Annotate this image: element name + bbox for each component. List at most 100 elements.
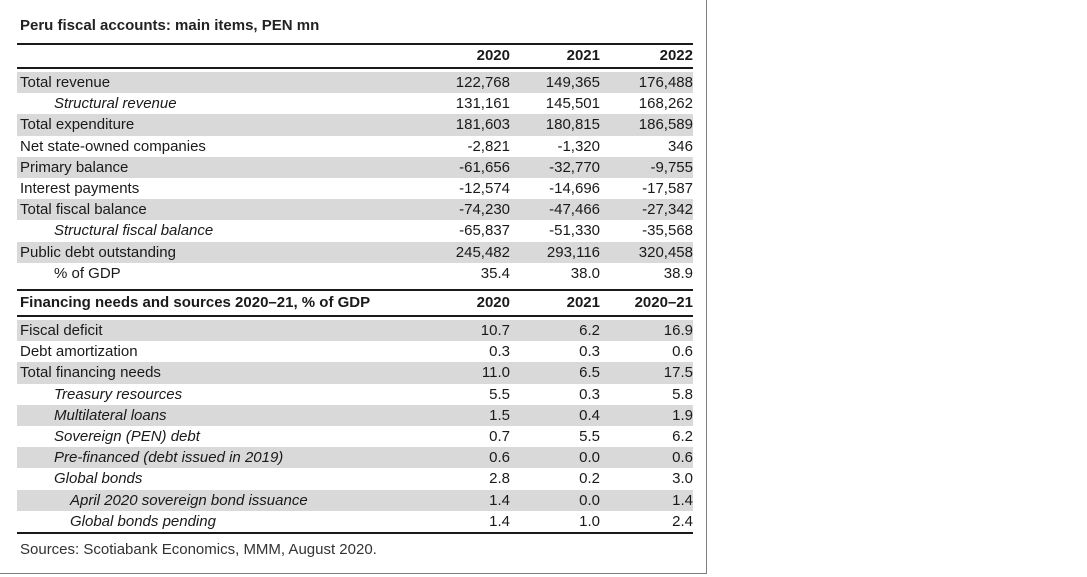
cell-value: 5.8 xyxy=(672,385,693,403)
cell-value: -12,574 xyxy=(459,180,510,198)
table-row: Total fiscal balance -74,230 -47,466 -27,34… xyxy=(17,199,693,221)
fiscal-accounts-table: 2020 2021 2022 Total revenue 122,768 149,3… xyxy=(17,43,693,284)
row-label: Debt amortization xyxy=(20,343,138,361)
cell-value: 0.4 xyxy=(510,404,600,426)
cell-value: -61,656 xyxy=(379,156,510,178)
column-header: 2021 xyxy=(510,44,600,69)
cell-value: 149,365 xyxy=(510,72,600,94)
cell-value: 145,501 xyxy=(545,95,600,113)
table-row: Treasury resources 5.5 0.3 5.8 xyxy=(17,384,693,405)
cell-value: -32,770 xyxy=(510,156,600,178)
row-label: Pre-financed (debt issued in 2019) xyxy=(17,447,379,469)
cell-value: 1.4 xyxy=(489,512,510,530)
cell-value: 1.4 xyxy=(379,489,510,511)
cell-value: 35.4 xyxy=(480,264,510,282)
cell-value: 293,116 xyxy=(510,241,600,263)
header-row: 2020 2021 2022 xyxy=(17,44,693,69)
cell-value: -14,696 xyxy=(549,180,600,198)
table-row: Primary balance -61,656 -32,770 -9,755 xyxy=(17,156,693,178)
table-row: Total financing needs 11.0 6.5 17.5 xyxy=(17,362,693,384)
cell-value: 6.2 xyxy=(672,428,693,446)
table-row: April 2020 sovereign bond issuance 1.4 0.0… xyxy=(17,489,693,511)
table-row: Sovereign (PEN) debt 0.7 5.5 6.2 xyxy=(17,426,693,447)
table-row: Multilateral loans 1.5 0.4 1.9 xyxy=(17,404,693,426)
header-label: Financing needs and sources 2020–21, % o… xyxy=(17,290,379,317)
cell-value: 176,488 xyxy=(600,72,693,94)
cell-value: 17.5 xyxy=(600,362,693,384)
table-frame xyxy=(0,0,707,574)
cell-value: 11.0 xyxy=(379,362,510,384)
header-label xyxy=(17,44,379,69)
cell-value: 131,161 xyxy=(455,95,510,113)
cell-value: -35,568 xyxy=(642,222,693,240)
cell-value: 0.3 xyxy=(579,385,600,403)
cell-value: 1.5 xyxy=(379,404,510,426)
row-label: Structural revenue xyxy=(54,95,177,113)
cell-value: 122,768 xyxy=(379,72,510,94)
cell-value: 0.7 xyxy=(489,428,510,446)
header-row: Financing needs and sources 2020–21, % o… xyxy=(17,290,693,317)
cell-value: -51,330 xyxy=(549,222,600,240)
cell-value: 320,458 xyxy=(600,241,693,263)
column-header: 2022 xyxy=(600,44,693,69)
cell-value: 0.6 xyxy=(672,343,693,361)
cell-value: 0.6 xyxy=(379,447,510,469)
cell-value: -65,837 xyxy=(459,222,510,240)
cell-value: 2.4 xyxy=(672,512,693,530)
row-label: April 2020 sovereign bond issuance xyxy=(17,489,379,511)
cell-value: 38.0 xyxy=(570,264,600,282)
cell-value: 180,815 xyxy=(510,114,600,136)
row-label: Net state-owned companies xyxy=(20,137,206,155)
column-header: 2021 xyxy=(510,290,600,317)
table-row: Pre-financed (debt issued in 2019) 0.6 0.0… xyxy=(17,447,693,469)
row-label: % of GDP xyxy=(54,264,121,282)
table-row: Debt amortization 0.3 0.3 0.6 xyxy=(17,341,693,362)
cell-value: -17,587 xyxy=(642,180,693,198)
row-label: Interest payments xyxy=(20,180,140,198)
cell-value: 0.3 xyxy=(579,343,600,361)
table-row: Structural revenue 131,161 145,501 168,262 xyxy=(17,93,693,114)
row-label: Sovereign (PEN) debt xyxy=(54,428,200,446)
table-row: Net state-owned companies -2,821 -1,320 346 xyxy=(17,136,693,157)
table-title: Peru fiscal accounts: main items, PEN mn xyxy=(20,17,320,34)
table-row: Fiscal deficit 10.7 6.2 16.9 xyxy=(17,320,693,342)
row-label: Global bonds pending xyxy=(70,512,216,530)
cell-value: 6.5 xyxy=(510,362,600,384)
row-label: Global bonds xyxy=(54,470,143,488)
cell-value: 0.0 xyxy=(510,447,600,469)
row-label: Total financing needs xyxy=(17,362,379,384)
cell-value: 10.7 xyxy=(379,320,510,342)
cell-value: -47,466 xyxy=(510,199,600,221)
cell-value: 1.9 xyxy=(600,404,693,426)
cell-value: 186,589 xyxy=(600,114,693,136)
row-label: Total revenue xyxy=(17,72,379,94)
cell-value: 1.0 xyxy=(579,512,600,530)
cell-value: 6.2 xyxy=(510,320,600,342)
row-label: Fiscal deficit xyxy=(17,320,379,342)
column-header: 2020 xyxy=(379,290,510,317)
row-label: Total expenditure xyxy=(17,114,379,136)
cell-value: 168,262 xyxy=(638,95,693,113)
row-label: Primary balance xyxy=(17,156,379,178)
column-header: 2020–21 xyxy=(600,290,693,317)
cell-value: 3.0 xyxy=(672,470,693,488)
cell-value: -74,230 xyxy=(379,199,510,221)
cell-value: 2.8 xyxy=(489,470,510,488)
cell-value: -9,755 xyxy=(600,156,693,178)
column-header: 2020 xyxy=(379,44,510,69)
cell-value: -27,342 xyxy=(600,199,693,221)
cell-value: 0.3 xyxy=(489,343,510,361)
row-label: Structural fiscal balance xyxy=(54,222,214,240)
cell-value: 38.9 xyxy=(663,264,693,282)
cell-value: 245,482 xyxy=(379,241,510,263)
row-label: Total fiscal balance xyxy=(17,199,379,221)
cell-value: 0.6 xyxy=(600,447,693,469)
cell-value: 346 xyxy=(667,137,693,155)
cell-value: 16.9 xyxy=(600,320,693,342)
table-row: Global bonds 2.8 0.2 3.0 xyxy=(17,468,693,489)
cell-value: -1,320 xyxy=(557,137,600,155)
financing-needs-table: Financing needs and sources 2020–21, % o… xyxy=(17,289,693,534)
cell-value: -2,821 xyxy=(467,137,510,155)
cell-value: 181,603 xyxy=(379,114,510,136)
cell-value: 5.5 xyxy=(579,428,600,446)
